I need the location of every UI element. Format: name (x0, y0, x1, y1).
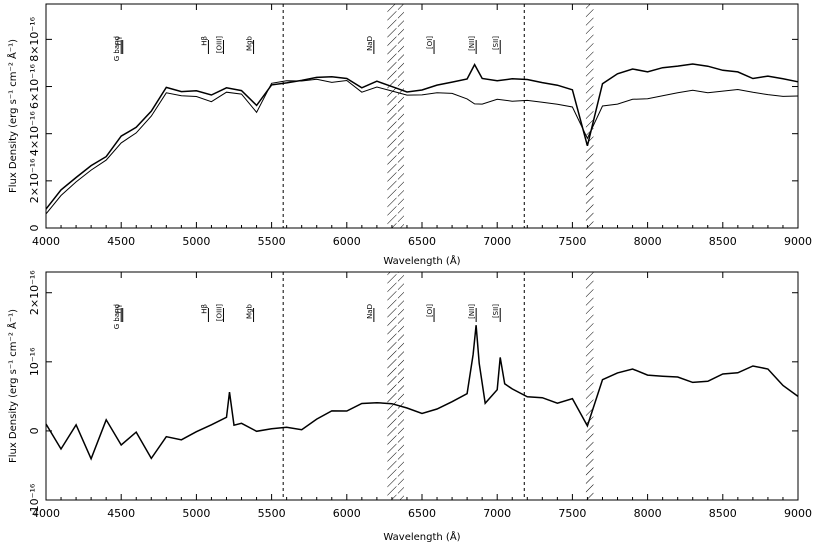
y-tick-label: 6×10⁻¹⁶ (28, 64, 41, 109)
spectral-line-label: Mgb (246, 303, 254, 318)
spectral-line-label: [NII] (468, 36, 476, 51)
spectral-line-label: NaD (366, 36, 374, 51)
x-tick-label: 4000 (32, 235, 60, 248)
y-tick-label: -10⁻¹⁶ (28, 483, 41, 516)
spectral-line-label: Hβ (200, 304, 208, 314)
y-tick-label: 2×10⁻¹⁶ (28, 270, 41, 315)
spectral-line-label: Hγ (115, 304, 123, 313)
x-tick-label: 9000 (784, 507, 812, 520)
x-axis-label: Wavelength (Å) (383, 530, 460, 543)
spectral-line-label: Hβ (200, 36, 208, 46)
x-tick-label: 5000 (182, 235, 210, 248)
x-tick-label: 5500 (258, 507, 286, 520)
x-tick-label: 7000 (483, 235, 511, 248)
spectrum-line-1 (45, 325, 799, 461)
spectral-line-label: [SII] (492, 304, 500, 318)
telluric-band (387, 272, 397, 500)
panel-top: 4000 4500 5000 5500 6000 6500 7000 7500 8000 8500… (6, 3, 812, 267)
x-tick-label: 7000 (483, 507, 511, 520)
spectral-line-label: Hγ (115, 36, 123, 45)
y-tick-label: 0 (28, 225, 41, 232)
x-tick-label: 6500 (408, 507, 436, 520)
x-tick-label: 4000 (32, 507, 60, 520)
spectral-line-label: [OI] (426, 36, 434, 49)
y-tick-label: 8×10⁻¹⁶ (28, 16, 41, 61)
x-tick-label: 6500 (408, 235, 436, 248)
x-tick-label: 6000 (333, 507, 361, 520)
telluric-band (585, 4, 594, 228)
x-tick-label: 4500 (107, 507, 135, 520)
telluric-band (387, 4, 397, 228)
y-tick-label: 4×10⁻¹⁶ (28, 111, 41, 156)
y-tick-label: 10⁻¹⁶ (28, 347, 41, 376)
x-tick-label: 4500 (107, 235, 135, 248)
y-tick-label: 2×10⁻¹⁶ (28, 158, 41, 203)
x-tick-label: 9000 (784, 235, 812, 248)
plot-frame (45, 3, 799, 229)
spectral-line-label: [NII] (468, 304, 476, 319)
spectral-line-label: [OIII] (215, 36, 223, 53)
spectral-line-label: NaD (366, 304, 374, 319)
spectral-line-label: G band (113, 304, 121, 329)
telluric-band (397, 4, 404, 228)
x-tick-label: 8000 (634, 235, 662, 248)
spectral-line-label: [OI] (426, 304, 434, 317)
x-tick-label: 8500 (709, 235, 737, 248)
telluric-band (397, 272, 404, 500)
plot-frame (45, 271, 799, 501)
y-tick-label: 0 (28, 427, 41, 434)
spectrum-line-2 (45, 78, 799, 215)
telluric-band (585, 272, 594, 500)
panel-bottom: 4000 4500 5000 5500 6000 6500 7000 7500 8000 8500… (6, 270, 812, 543)
x-tick-label: 8500 (709, 507, 737, 520)
x-tick-label: 8000 (634, 507, 662, 520)
y-axis-label: Flux Density (erg s⁻¹ cm⁻² Å⁻¹) (6, 39, 19, 193)
spectral-line-label: [OIII] (215, 304, 223, 321)
spectral-line-label: G band (113, 36, 121, 61)
x-axis-label: Wavelength (Å) (383, 254, 460, 267)
y-axis-label: Flux Density (erg s⁻¹ cm⁻² Å⁻¹) (6, 309, 19, 463)
spectral-line-label: Mgb (246, 35, 254, 50)
x-tick-label: 7500 (558, 507, 586, 520)
x-tick-label: 6000 (333, 235, 361, 248)
x-tick-label: 7500 (558, 235, 586, 248)
x-tick-label: 5000 (182, 507, 210, 520)
spectral-line-label: [SII] (492, 36, 500, 50)
x-tick-label: 5500 (258, 235, 286, 248)
spectrum-line-1 (45, 63, 799, 210)
